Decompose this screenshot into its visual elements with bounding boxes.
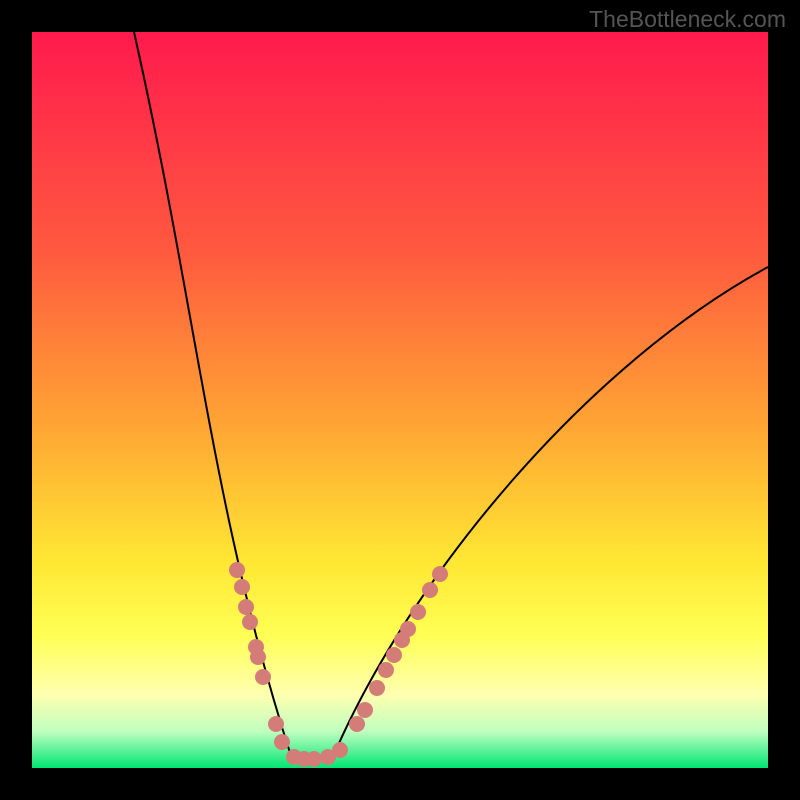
- chart-container: TheBottleneck.com: [0, 0, 800, 800]
- watermark-text: TheBottleneck.com: [589, 6, 786, 33]
- plot-area: [32, 32, 768, 768]
